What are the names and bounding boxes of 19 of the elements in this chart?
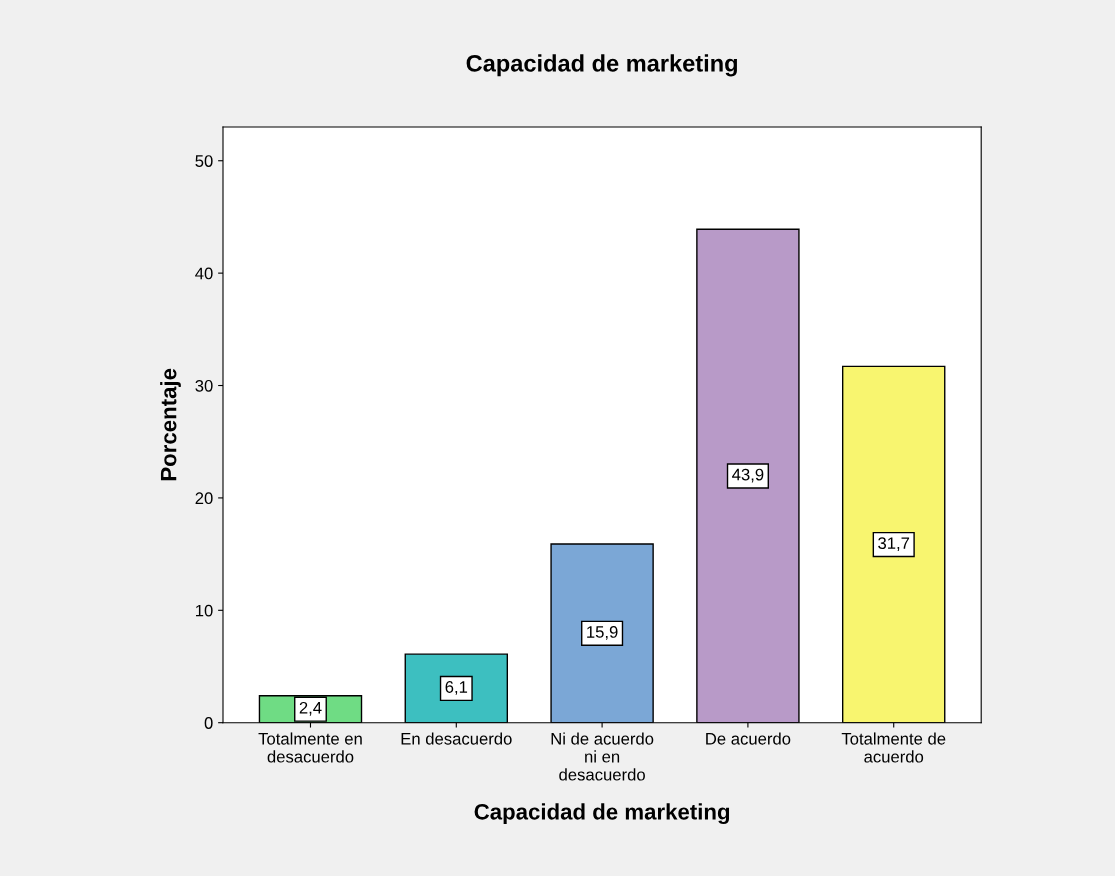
- data-label: 31,7: [878, 537, 910, 551]
- y-tick-label: 30: [195, 379, 213, 392]
- chart-title: Capacidad de marketing: [466, 54, 737, 77]
- x-tick-label: Totalmente en desacuerdo: [258, 732, 362, 763]
- y-tick-label: 40: [195, 267, 213, 280]
- y-tick-label: 20: [195, 492, 213, 505]
- x-tick-label: Totalmente de acuerdo: [841, 732, 946, 763]
- data-label: 2,4: [299, 701, 322, 716]
- x-tick-label: En desacuerdo: [401, 732, 512, 745]
- x-axis-title: Capacidad de marketing: [474, 803, 730, 825]
- y-axis-title: Porcentaje: [160, 368, 181, 481]
- x-tick-label: De acuerdo: [706, 732, 791, 745]
- data-label: 43,9: [732, 468, 764, 483]
- x-tick-label: Ni de acuerdo ni en desacuerdo: [551, 732, 654, 781]
- y-tick-label: 50: [195, 155, 213, 167]
- data-label: 6,1: [445, 681, 468, 695]
- data-label: 15,9: [587, 626, 618, 640]
- y-tick-label: 0: [204, 717, 213, 729]
- y-tick-label: 10: [196, 604, 213, 617]
